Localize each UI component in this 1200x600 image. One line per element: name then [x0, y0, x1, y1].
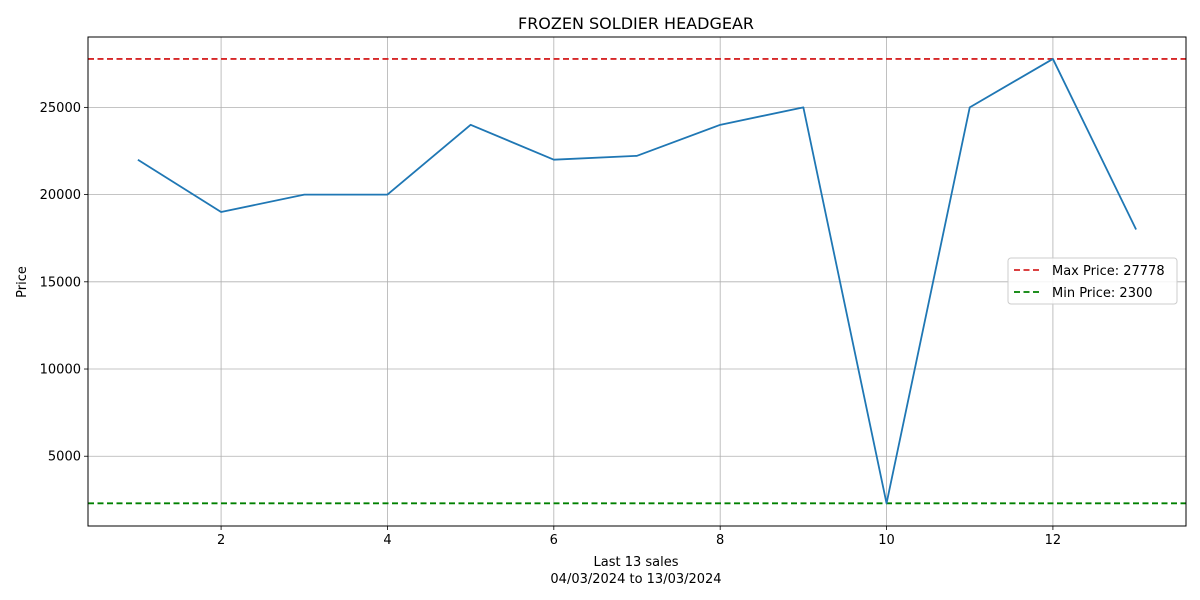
legend-min-label: Min Price: 2300: [1052, 286, 1153, 301]
x-tick-label: 12: [1045, 533, 1062, 548]
y-tick-label: 20000: [40, 188, 81, 203]
price-series-line: [137, 58, 1137, 505]
x-axis-ticks: 2 4 6 8 10 12: [217, 526, 1061, 548]
x-axis-label: Last 13 sales: [593, 555, 678, 570]
y-axis-label: Price: [15, 266, 30, 298]
series: [137, 58, 1137, 505]
x-tick-label: 6: [550, 533, 558, 548]
legend-box: [1007, 257, 1178, 305]
y-tick-label: 5000: [48, 450, 81, 465]
x-tick-label: 10: [878, 533, 895, 548]
y-axis-ticks: 5000 10000 15000 20000 25000: [40, 101, 88, 465]
chart-title: FROZEN SOLDIER HEADGEAR: [518, 14, 754, 33]
legend-max-label: Max Price: 27778: [1052, 264, 1165, 279]
legend: Max Price: 27778 Min Price: 2300: [1007, 257, 1178, 305]
y-tick-label: 15000: [40, 275, 81, 290]
x-tick-label: 4: [383, 533, 391, 548]
reference-lines: [88, 58, 1186, 505]
x-tick-label: 8: [716, 533, 724, 548]
y-tick-label: 25000: [40, 101, 81, 116]
y-tick-label: 10000: [40, 363, 81, 378]
x-axis-sublabel: 04/03/2024 to 13/03/2024: [550, 572, 721, 587]
x-tick-label: 2: [217, 533, 225, 548]
